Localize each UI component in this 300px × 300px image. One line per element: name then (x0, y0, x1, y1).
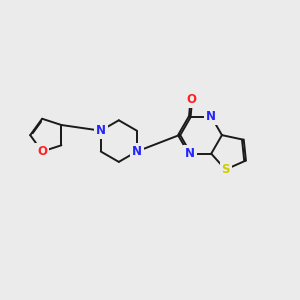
Text: O: O (186, 93, 196, 106)
Text: N: N (185, 147, 195, 160)
Text: N: N (206, 110, 216, 123)
Text: O: O (37, 145, 47, 158)
Text: N: N (96, 124, 106, 137)
Text: S: S (221, 163, 230, 176)
Text: N: N (132, 145, 142, 158)
